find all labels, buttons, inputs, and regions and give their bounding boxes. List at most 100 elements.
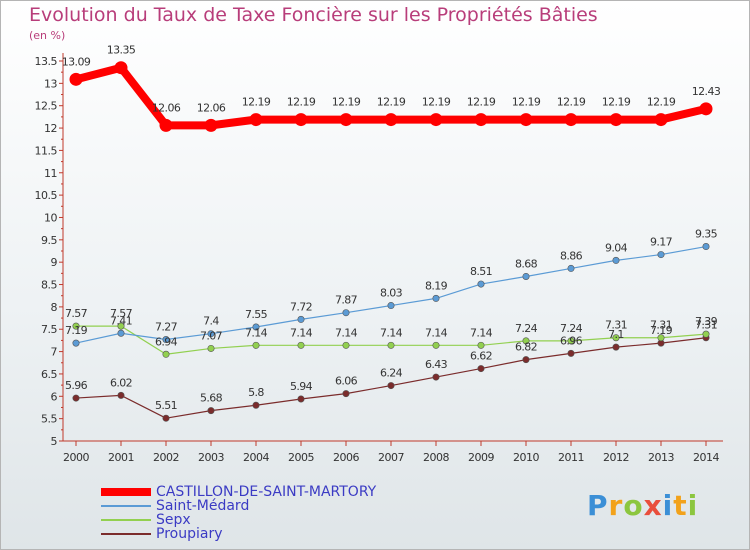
y-tick-label: 9.5 (41, 234, 57, 247)
x-tick-label: 2014 (693, 451, 719, 464)
data-point-saint-medard (522, 272, 530, 280)
data-label-castillon: 13.35 (107, 44, 136, 57)
data-point-sepx (117, 322, 125, 330)
legend: CASTILLON-DE-SAINT-MARTORY Saint-Médard … (101, 485, 376, 541)
data-point-sepx (72, 322, 80, 330)
data-point-saint-medard (162, 336, 170, 344)
data-label-proupiary: 6.24 (380, 367, 403, 380)
data-label-sepx: 7.14 (335, 326, 358, 339)
data-point-sepx (387, 341, 395, 349)
data-label-saint-medard: 8.68 (515, 257, 538, 270)
data-point-proupiary (297, 395, 305, 403)
data-point-castillon (609, 113, 623, 127)
legend-label-sepx: Sepx (156, 512, 191, 528)
data-label-castillon: 12.06 (152, 101, 181, 114)
data-label-saint-medard: 8.19 (425, 279, 448, 292)
data-label-saint-medard: 7.27 (155, 321, 178, 334)
data-point-saint-medard (612, 256, 620, 264)
y-tick-label: 13.5 (35, 55, 58, 68)
data-label-proupiary: 6.02 (110, 376, 132, 389)
data-label-saint-medard: 7.87 (335, 294, 358, 307)
y-tick-label: 7 (51, 346, 58, 359)
x-tick-label: 2006 (333, 451, 359, 464)
data-label-castillon: 12.19 (512, 96, 541, 109)
data-point-saint-medard (297, 315, 305, 323)
data-point-proupiary (387, 382, 395, 390)
data-point-castillon (249, 113, 263, 127)
data-point-castillon (429, 113, 443, 127)
data-label-saint-medard: 7.72 (290, 300, 312, 313)
x-tick-label: 2005 (288, 451, 314, 464)
data-label-castillon: 12.19 (287, 96, 316, 109)
data-label-castillon: 12.19 (377, 96, 406, 109)
data-label-proupiary: 6.06 (335, 375, 358, 388)
data-label-sepx: 7.07 (200, 329, 223, 342)
x-tick-label: 2011 (558, 451, 584, 464)
x-tick-label: 2000 (63, 451, 89, 464)
data-point-castillon (564, 113, 578, 127)
legend-label-castillon: CASTILLON-DE-SAINT-MARTORY (156, 484, 377, 500)
x-tick-label: 2008 (423, 451, 449, 464)
legend-swatch-castillon (101, 488, 151, 496)
data-label-saint-medard: 8.51 (470, 265, 492, 278)
data-label-saint-medard: 8.03 (380, 287, 403, 300)
data-label-saint-medard: 9.35 (695, 228, 718, 241)
data-point-saint-medard (72, 339, 80, 347)
data-label-castillon: 12.19 (647, 96, 676, 109)
data-point-castillon (114, 61, 128, 75)
data-point-saint-medard (252, 323, 260, 331)
legend-label-saint-medard: Saint-Médard (156, 498, 250, 514)
data-point-sepx (657, 334, 665, 342)
logo-letter: i (662, 489, 674, 522)
data-point-sepx (207, 344, 215, 352)
logo-letter: o (623, 489, 644, 522)
data-label-castillon: 13.09 (62, 55, 91, 68)
x-tick-label: 2003 (198, 451, 224, 464)
data-point-saint-medard (387, 302, 395, 310)
data-point-castillon (474, 113, 488, 127)
x-tick-label: 2002 (153, 451, 179, 464)
data-label-sepx: 7.57 (65, 307, 88, 320)
legend-swatch-proupiary (101, 533, 151, 535)
proxiti-logo: Proxiti (587, 489, 698, 522)
logo-letter: P (587, 489, 609, 522)
y-tick-label: 10 (44, 211, 57, 224)
y-tick-label: 7.5 (41, 323, 57, 336)
data-point-saint-medard (342, 309, 350, 317)
y-axis-unit: (en %) (29, 29, 66, 42)
logo-letter: t (673, 489, 688, 522)
y-tick-label: 5 (51, 435, 58, 448)
data-label-sepx: 7.14 (245, 326, 268, 339)
data-label-sepx: 6.94 (155, 335, 178, 348)
x-tick-label: 2009 (468, 451, 494, 464)
data-label-saint-medard: 9.04 (605, 241, 628, 254)
legend-item-proupiary: Proupiary (101, 527, 376, 541)
y-tick-label: 8.5 (41, 279, 57, 292)
data-label-castillon: 12.06 (197, 101, 226, 114)
data-label-castillon: 12.19 (467, 96, 496, 109)
data-labels-layer: 13.09 13.35 12.06 12.06 12.19 12.19 12.19 12.19… (62, 44, 722, 412)
data-label-proupiary: 6.62 (470, 350, 492, 363)
y-tick-label: 12 (44, 122, 57, 135)
data-point-castillon (384, 113, 398, 127)
data-label-proupiary: 5.68 (200, 392, 223, 405)
data-point-sepx (252, 341, 260, 349)
data-label-proupiary: 5.94 (290, 380, 313, 393)
data-point-proupiary (342, 390, 350, 398)
data-label-sepx: 7.31 (605, 319, 627, 332)
legend-swatch-saint-medard (101, 505, 151, 507)
data-label-proupiary: 6.43 (425, 358, 448, 371)
y-tick-label: 6.5 (41, 368, 57, 381)
data-point-proupiary (522, 356, 530, 364)
data-label-castillon: 12.19 (242, 96, 271, 109)
data-label-proupiary: 5.96 (65, 379, 88, 392)
legend-swatch-sepx (101, 519, 151, 521)
chart-title: Evolution du Taux de Taxe Foncière sur l… (29, 4, 598, 26)
data-point-proupiary (207, 407, 215, 415)
data-point-sepx (522, 337, 530, 345)
data-point-castillon (69, 72, 83, 86)
data-label-saint-medard: 7.19 (65, 324, 88, 337)
data-point-proupiary (612, 343, 620, 351)
logo-letter: x (643, 489, 663, 522)
